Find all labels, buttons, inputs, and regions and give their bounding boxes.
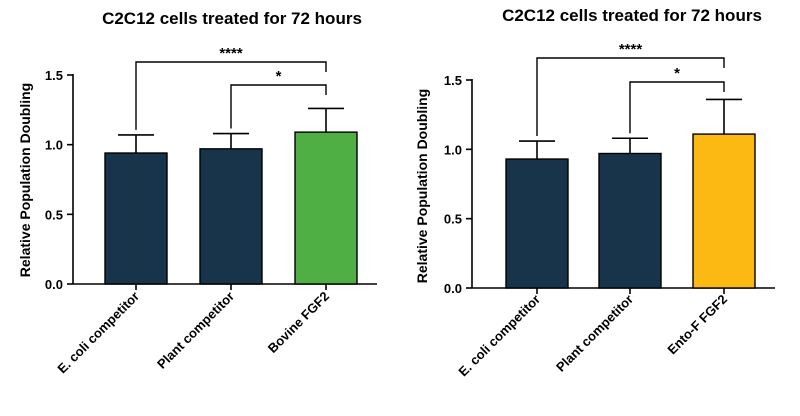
- significance-bracket: [629, 81, 725, 134]
- significance-label: *: [276, 68, 282, 85]
- significance-label: ****: [619, 41, 643, 58]
- x-tick-label: Plant competitor: [154, 289, 237, 372]
- y-tick-label: 0.5: [45, 207, 63, 222]
- chart-panel-left: C2C12 cells treated for 72 hours Relative…: [17, 9, 377, 376]
- y-axis-label: Relative Population Doubling: [17, 83, 33, 277]
- bar: [199, 148, 263, 285]
- x-tick-label: Plant competitor: [553, 292, 636, 375]
- chart-title: C2C12 cells treated for 72 hours: [502, 6, 762, 25]
- bar: [598, 152, 662, 289]
- significance-bracket: [536, 57, 725, 137]
- bar: [505, 158, 569, 289]
- y-axis-label: Relative Population Doubling: [414, 89, 430, 283]
- y-tick-label: 0.5: [444, 212, 462, 227]
- y-tick-label: 1.0: [45, 138, 63, 153]
- bar: [692, 133, 756, 289]
- significance-bracket: [135, 61, 327, 130]
- y-tick-label: 1.0: [444, 142, 462, 157]
- x-tick-label: E. coli competitor: [455, 292, 543, 380]
- x-tick-label: E. coli competitor: [54, 289, 142, 377]
- bar: [104, 152, 168, 285]
- y-tick-label: 0.0: [45, 277, 63, 292]
- chart-title: C2C12 cells treated for 72 hours: [102, 9, 362, 28]
- bar: [294, 131, 358, 285]
- significance-bracket: [230, 84, 327, 129]
- y-tick-label: 1.5: [45, 68, 63, 83]
- x-tick-label: Ento-F FGF2: [664, 292, 730, 358]
- y-tick-label: 1.5: [444, 73, 462, 88]
- x-tick-label: Bovine FGF2: [265, 289, 332, 356]
- chart-panel-right: C2C12 cells treated for 72 hours Relative…: [414, 6, 775, 379]
- significance-label: *: [674, 65, 680, 82]
- y-tick-label: 0.0: [444, 281, 462, 296]
- significance-label: ****: [219, 45, 243, 62]
